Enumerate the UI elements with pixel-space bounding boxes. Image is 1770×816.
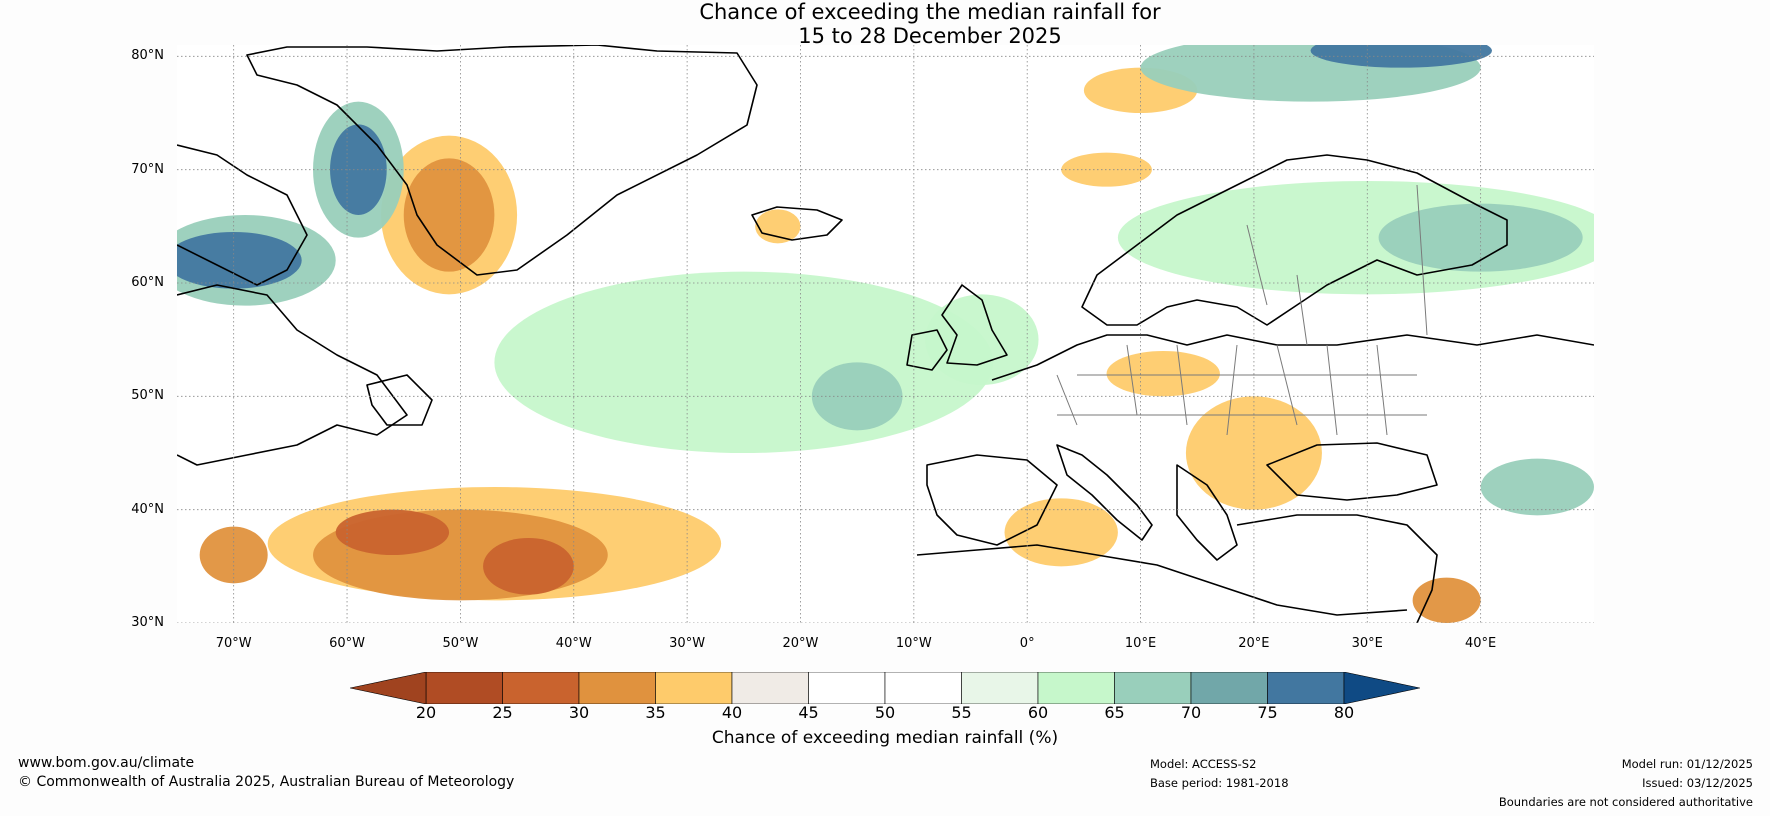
- footer-url[interactable]: www.bom.gov.au/climate: [18, 755, 195, 771]
- anomaly-patch-north-atlantic-mid-wet: [494, 271, 994, 453]
- baffin-coast: [177, 144, 308, 286]
- graticule: [177, 45, 1594, 623]
- footer-disclaimer: Boundaries are not considered authoritat…: [1498, 795, 1753, 809]
- greenland-coast: [246, 45, 758, 276]
- scandinavia-coast: [1081, 154, 1508, 326]
- map-canvas: [177, 45, 1594, 623]
- colorbar-tick-label: 45: [798, 703, 819, 722]
- longitude-label: 70°W: [215, 636, 252, 651]
- colorbar-cell: [808, 672, 886, 704]
- anomaly-patch-caspian-wet: [1480, 458, 1594, 516]
- colorbar-tick-label: 70: [1180, 703, 1202, 722]
- colorbar-cell: [425, 672, 503, 704]
- balkans-greece-coast: [1176, 464, 1238, 561]
- anomaly-patch-norwegian-sea-dry: [1061, 152, 1152, 187]
- coastlines: [177, 45, 1594, 623]
- longitude-label: 40°E: [1464, 636, 1497, 651]
- title-line-1: Chance of exceeding the median rainfall …: [699, 0, 1161, 24]
- border-lines: [1056, 184, 1428, 436]
- footer-copyright: © Commonwealth of Australia 2025, Austra…: [18, 774, 515, 790]
- footer-model: Model: ACCESS-S2: [1150, 757, 1257, 771]
- anomaly-patch-central-europe-dry: [1106, 351, 1220, 397]
- map-title: Chance of exceeding the median rainfall …: [0, 0, 1770, 48]
- colorbar-cell: [884, 672, 962, 704]
- british-isles-coast: [941, 284, 1008, 366]
- footer-model-run: Model run: 01/12/2025: [1621, 757, 1753, 771]
- anomaly-patch-east-greenland-dry: [403, 158, 495, 272]
- newfoundland-coast: [366, 374, 433, 426]
- colorbar-cell: [961, 672, 1039, 704]
- anomaly-patch-iceland-dry: [755, 209, 801, 244]
- footer-base-period: Base period: 1981-2018: [1150, 776, 1289, 790]
- colorbar-cell: [655, 672, 733, 704]
- colorbar-cell: [731, 672, 809, 704]
- latitude-label: 30°N: [131, 615, 164, 630]
- anomaly-patches: [177, 45, 1594, 623]
- colorbar-tick-label: 20: [415, 703, 437, 722]
- longitude-label: 30°W: [669, 636, 706, 651]
- europe-mainland-coast: [991, 334, 1594, 381]
- latitude-label: 80°N: [131, 48, 164, 64]
- colorbar-under-arrow: [350, 672, 427, 704]
- longitude-label: 20°W: [782, 636, 819, 651]
- anomaly-patch-british-isles-wet: [925, 294, 1039, 385]
- colorbar-cell: [1267, 672, 1345, 704]
- longitude-label: 20°E: [1238, 636, 1270, 651]
- anomaly-patch-off-iberia-dry: [199, 526, 268, 584]
- anomaly-patch-north-atlantic-sw-core-2: [483, 538, 574, 595]
- colorbar-label: Chance of exceeding median rainfall (%): [711, 728, 1059, 748]
- longitude-label: 10°E: [1124, 636, 1157, 651]
- labrador-coast: [177, 284, 408, 466]
- colorbar-cell: [1190, 672, 1268, 704]
- latitude-label: 60°N: [131, 275, 164, 290]
- iceland-coast: [751, 206, 843, 241]
- anomaly-patch-north-africa-dry: [1004, 498, 1118, 567]
- footer-issued: Issued: 03/12/2025: [1642, 776, 1753, 790]
- latitude-label: 50°N: [131, 388, 164, 404]
- colorbar: [350, 672, 1420, 704]
- colorbar-cell: [502, 672, 580, 704]
- anomaly-patch-levant-dry: [1412, 577, 1481, 623]
- longitude-label: 40°W: [555, 636, 592, 651]
- colorbar-tick-label: 55: [951, 703, 972, 722]
- colorbar-cell: [1114, 672, 1192, 704]
- colorbar-tick-label: 50: [874, 703, 896, 722]
- country-borders: [1056, 184, 1428, 436]
- colorbar-tick-label: 75: [1257, 703, 1278, 722]
- rainfall-outlook-map: [177, 45, 1594, 623]
- anomaly-patch-labrador-sea-wet: [177, 232, 302, 289]
- latitude-label: 70°N: [131, 161, 164, 177]
- north-africa-coast: [916, 544, 1408, 616]
- turkey-levant-coast: [1236, 514, 1438, 623]
- colorbar-cell: [578, 672, 656, 704]
- longitude-label: 0°: [1019, 636, 1035, 651]
- longitude-label: 50°W: [442, 636, 479, 651]
- ireland-coast: [906, 329, 948, 371]
- colorbar-tick-label: 60: [1027, 703, 1049, 722]
- colorbar-tick-label: 40: [721, 703, 743, 722]
- black-sea-coast: [1266, 442, 1438, 501]
- colorbar-tick-label: 35: [645, 703, 666, 722]
- italy-coast: [1056, 444, 1153, 541]
- colorbar-over-arrow: [1343, 672, 1420, 704]
- colorbar-cells: [425, 672, 1345, 704]
- colorbar-tick-label: 80: [1333, 703, 1355, 722]
- colorbar-tick-label: 25: [492, 703, 513, 722]
- longitude-label: 30°E: [1351, 636, 1383, 651]
- longitude-label: 60°W: [329, 636, 365, 651]
- colorbar-cell: [1037, 672, 1115, 704]
- colorbar-tick-label: 65: [1104, 703, 1125, 722]
- colorbar-tick-label: 30: [568, 703, 590, 722]
- title-line-2: 15 to 28 December 2025: [798, 24, 1062, 48]
- anomaly-patch-north-atlantic-sw-core: [335, 509, 450, 555]
- longitude-label: 10°W: [895, 636, 932, 651]
- iberia-coast: [926, 454, 1058, 546]
- latitude-label: 40°N: [131, 501, 164, 517]
